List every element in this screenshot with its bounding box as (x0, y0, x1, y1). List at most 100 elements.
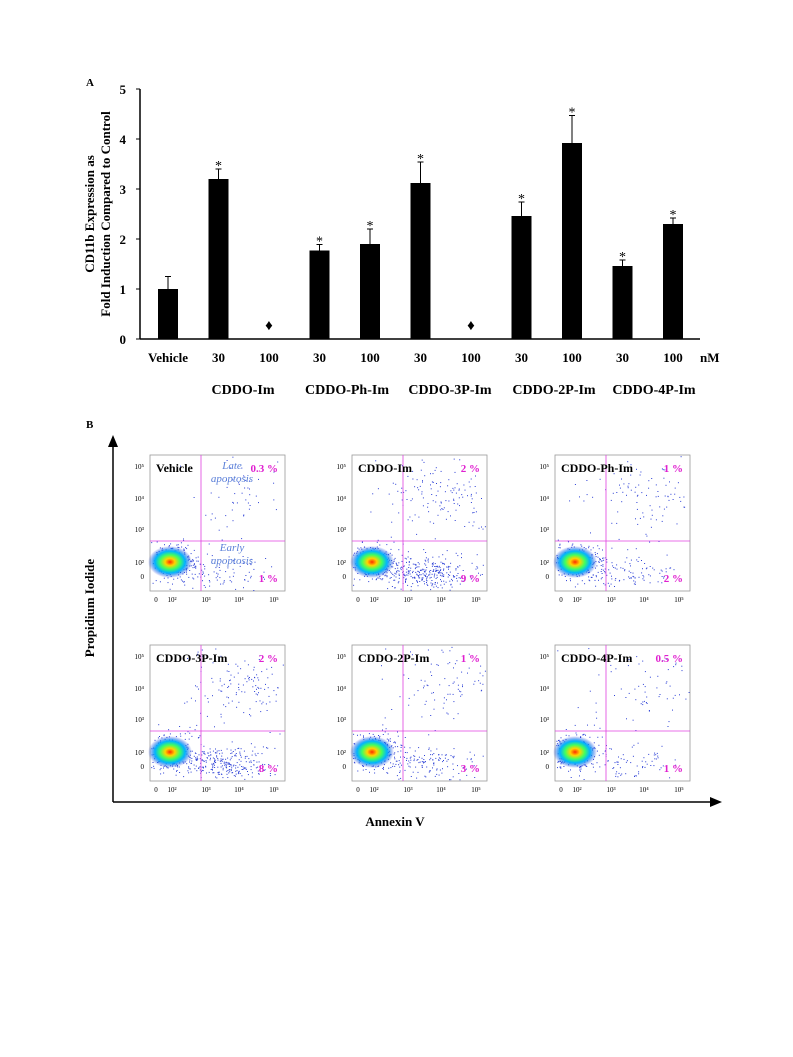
scatter-point (457, 503, 459, 505)
scatter-point (389, 571, 391, 573)
scatter-point (630, 762, 632, 764)
scatter-point (202, 572, 204, 574)
scatter-point (409, 766, 411, 768)
scatter-point (261, 671, 263, 673)
scatter-point (393, 575, 395, 577)
scatter-point (219, 678, 221, 680)
scatter-point (257, 686, 259, 688)
scatter-point (217, 759, 219, 761)
scatter-point (225, 515, 227, 517)
scatter-point (599, 559, 601, 561)
scatter-point (418, 563, 420, 565)
scatter-point (615, 773, 617, 775)
scatter-point (242, 684, 244, 686)
scatter-point (453, 503, 455, 504)
scatter-point (465, 768, 467, 770)
scatter-point (202, 770, 204, 772)
scatter-point (445, 581, 447, 583)
y-tick-label: 10⁵ (540, 463, 550, 471)
scatter-point (655, 484, 657, 486)
scatter-point (443, 563, 445, 565)
scatter-point (449, 589, 451, 591)
bar (562, 143, 582, 339)
scatter-point (212, 766, 214, 768)
scatter-point (194, 573, 196, 575)
scatter-point (654, 758, 656, 760)
scatter-point (457, 688, 459, 690)
scatter-point (275, 694, 277, 696)
scatter-point (441, 649, 443, 651)
scatter-point (666, 681, 668, 683)
scatter-point (632, 719, 634, 721)
scatter-point (593, 724, 595, 726)
scatter-point (264, 769, 266, 771)
significance-star: * (569, 106, 576, 121)
scatter-point (243, 768, 245, 770)
scatter-point (446, 712, 448, 714)
scatter-point (433, 576, 435, 578)
scatter-point (616, 522, 618, 524)
scatter-point (426, 577, 428, 579)
scatter-point (633, 576, 635, 578)
scatter-point (191, 735, 193, 737)
y-tick-label: 0 (546, 573, 550, 581)
early-apoptosis-label-1: Early (219, 542, 245, 554)
scatter-point (228, 671, 230, 672)
scatter-point (380, 578, 382, 580)
scatter-point (382, 578, 384, 580)
scatter-point (462, 496, 464, 498)
scatter-point (260, 687, 262, 689)
scatter-point (637, 561, 639, 562)
scatter-point (636, 508, 638, 510)
scatter-point (640, 471, 642, 473)
scatter-point (428, 748, 430, 750)
scatter-point (202, 574, 203, 575)
early-apoptosis-label-2: apoptosis (211, 555, 253, 567)
scatter-point (202, 564, 204, 566)
scatter-point (431, 585, 433, 587)
scatter-point (243, 514, 245, 516)
y-tick-label: 10⁵ (135, 653, 145, 661)
scatter-point (666, 554, 668, 556)
scatter-point (231, 772, 233, 774)
scatter-point (425, 552, 427, 553)
scatter-point (431, 692, 433, 694)
scatter-point (557, 650, 559, 652)
y-tick-label: 0 (141, 573, 145, 581)
x-tick-label: 10⁴ (639, 786, 649, 794)
scatter-point (433, 764, 435, 766)
scatter-point (657, 675, 659, 677)
scatter-point (434, 699, 436, 701)
bar (208, 179, 229, 339)
scatter-point (626, 760, 628, 762)
scatter-point (398, 778, 400, 780)
scatter-point (433, 586, 435, 588)
scatter-point (195, 757, 197, 759)
scatter-point (231, 767, 233, 769)
scatter-point (385, 728, 387, 730)
scatter-point (442, 509, 444, 510)
scatter-point (588, 579, 590, 581)
scatter-point (399, 696, 401, 698)
scatter-point (214, 752, 216, 754)
scatter-point (630, 489, 632, 491)
scatter-point (173, 578, 175, 580)
scatter-point (428, 734, 430, 736)
scatter-point (393, 579, 395, 581)
scatter-point (244, 691, 246, 693)
scatter-point (641, 760, 643, 762)
scatter-point (412, 470, 414, 472)
scatter-point (235, 588, 237, 590)
scatter-point (180, 735, 182, 737)
scatter-point (643, 700, 645, 702)
scatter-point (616, 492, 618, 493)
scatter-point (199, 766, 201, 768)
population-density-blob (148, 546, 192, 578)
scatter-point (449, 650, 451, 652)
scatter-point (203, 752, 205, 754)
x-tick-label: 30 (414, 350, 427, 365)
scatter-point (249, 488, 250, 490)
scatter-point (630, 559, 632, 561)
scatter-point (237, 665, 239, 667)
scatter-point (194, 566, 196, 568)
